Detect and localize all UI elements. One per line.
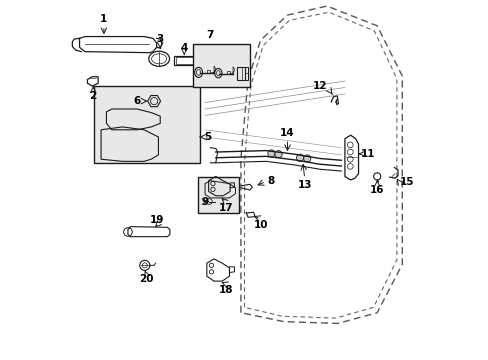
Text: 2: 2 bbox=[89, 91, 97, 101]
Bar bbox=[174, 56, 194, 65]
Bar bbox=[237, 67, 244, 80]
Text: 13: 13 bbox=[297, 180, 311, 190]
Text: 18: 18 bbox=[218, 285, 233, 295]
Text: 19: 19 bbox=[149, 215, 163, 225]
Text: 9: 9 bbox=[201, 197, 208, 207]
Circle shape bbox=[303, 155, 310, 162]
Circle shape bbox=[274, 150, 282, 158]
Text: 8: 8 bbox=[267, 176, 274, 186]
Text: 1: 1 bbox=[100, 14, 107, 24]
Text: 14: 14 bbox=[280, 128, 294, 138]
Circle shape bbox=[267, 150, 274, 157]
Text: 16: 16 bbox=[369, 185, 384, 195]
Text: 20: 20 bbox=[139, 274, 153, 284]
Bar bbox=[94, 86, 199, 163]
Text: 5: 5 bbox=[204, 132, 211, 142]
Text: 15: 15 bbox=[399, 177, 413, 187]
Text: 4: 4 bbox=[180, 43, 187, 53]
Text: 3: 3 bbox=[156, 34, 163, 44]
Text: 6: 6 bbox=[133, 96, 140, 106]
Bar bbox=[192, 44, 249, 87]
Bar bbox=[175, 57, 192, 64]
Text: 11: 11 bbox=[360, 149, 374, 159]
Text: 17: 17 bbox=[218, 203, 233, 213]
Bar bbox=[198, 177, 239, 213]
Text: 10: 10 bbox=[253, 220, 267, 230]
Text: 12: 12 bbox=[312, 81, 327, 91]
Text: 7: 7 bbox=[206, 30, 213, 40]
Circle shape bbox=[296, 154, 303, 161]
